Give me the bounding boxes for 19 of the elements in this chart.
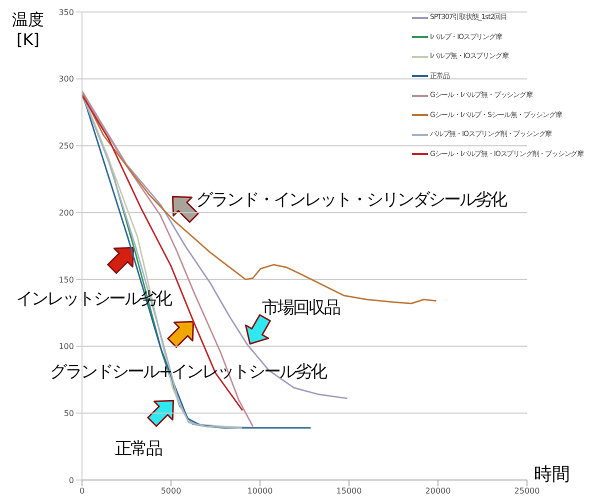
y-tick-label: 50 [64, 408, 74, 418]
y-tick-label: 100 [58, 342, 74, 352]
y-tick-label: 0 [68, 476, 74, 485]
y-tick-label: 350 [58, 8, 74, 17]
annotation: 市場回収品 [262, 297, 340, 319]
x-tick-label: 25000 [514, 486, 540, 496]
x-axis-title: 時間 [534, 463, 570, 486]
y-tick-label: 200 [58, 208, 74, 218]
annotation: グランド・インレット・シリンダシール劣化 [196, 189, 506, 211]
x-tick-label: 15000 [336, 486, 362, 496]
y-tick-label: 250 [58, 142, 74, 151]
y-tick-label: 300 [58, 74, 74, 84]
x-tick-label: 0 [79, 486, 85, 496]
y-tick-label: 150 [58, 275, 74, 284]
x-tick-label: 10000 [247, 486, 273, 496]
annotation: 正常品 [115, 438, 162, 460]
y-axis-title: 温度 [K] [12, 10, 44, 50]
x-tick-label: 20000 [425, 486, 451, 496]
x-tick-label: 5000 [160, 486, 182, 496]
